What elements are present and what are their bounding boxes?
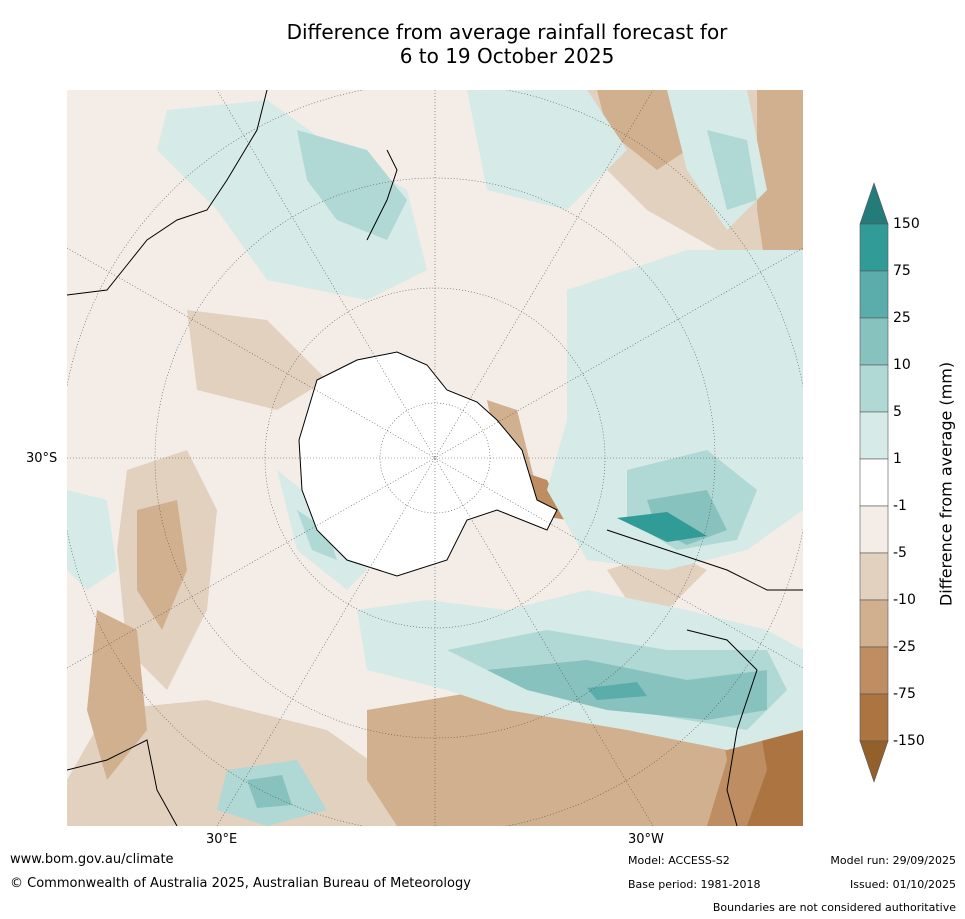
colorbar-segment [859, 552, 889, 601]
colorbar-tick: 10 [893, 357, 911, 373]
colorbar-tick: 5 [893, 404, 902, 420]
colorbar [859, 182, 889, 783]
model-text: Model: ACCESS-S2 [628, 854, 730, 867]
issued-text: Issued: 01/10/2025 [849, 878, 956, 891]
longitude-label-east: 30°E [206, 832, 238, 847]
colorbar-bottom-extension [859, 740, 889, 783]
colorbar-segment [859, 693, 889, 742]
graticule [67, 90, 803, 826]
title-line-1: Difference from average rainfall forecas… [286, 20, 728, 44]
colorbar-tick: -5 [893, 545, 907, 561]
rainfall-map [67, 90, 803, 826]
wet-region [67, 490, 117, 590]
colorbar-segment [859, 270, 889, 319]
dry-region [597, 90, 687, 170]
colorbar-tick: -10 [893, 592, 916, 608]
new-zealand-coastline [366, 149, 398, 241]
colorbar-segment [859, 505, 889, 554]
colorbar-segment [859, 646, 889, 695]
longitude-label-west: 30°W [628, 832, 664, 847]
antarctica-neutral [299, 352, 557, 576]
colorbar-segment [859, 458, 889, 507]
title-line-2: 6 to 19 October 2025 [399, 44, 615, 68]
wet-anomaly-regions [67, 90, 803, 826]
colorbar-segment [859, 223, 889, 272]
coastlines [67, 90, 803, 826]
colorbar-tick: -25 [893, 639, 916, 655]
copyright-text: © Commonwealth of Australia 2025, Austra… [10, 876, 471, 891]
disclaimer-text: Boundaries are not considered authoritat… [712, 901, 956, 914]
dry-region [137, 500, 187, 630]
antarctica-coastline [298, 351, 558, 577]
latitude-label: 30°S [26, 451, 58, 466]
colorbar-tick: 1 [893, 451, 902, 467]
africa-coastline [67, 739, 178, 826]
colorbar-label: Difference from average (mm) [936, 361, 956, 607]
wet-region [297, 510, 337, 560]
wet-region [157, 100, 427, 300]
colorbar-segment [859, 364, 889, 413]
colorbar-segments [859, 182, 889, 783]
wet-region [467, 90, 627, 210]
south-america-coastline [686, 629, 758, 826]
base-period-text: Base period: 1981-2018 [628, 878, 761, 891]
wet-region [297, 130, 407, 240]
colorbar-segment [859, 411, 889, 460]
australia-coastline [67, 90, 268, 296]
colorbar-tick: -75 [893, 686, 916, 702]
wet-region [587, 682, 647, 700]
model-run-text: Model run: 29/09/2025 [830, 854, 956, 867]
website-link[interactable]: www.bom.gov.au/climate [10, 852, 174, 867]
wet-region [617, 512, 707, 542]
dry-region [187, 310, 327, 410]
colorbar-tick: 25 [893, 310, 911, 326]
dry-region [67, 700, 427, 826]
colorbar-segment [859, 599, 889, 648]
south-america-coastline [606, 529, 803, 591]
map-title: Difference from average rainfall forecas… [0, 20, 965, 68]
colorbar-tick: 150 [893, 216, 920, 232]
colorbar-tick: -150 [893, 733, 925, 749]
colorbar-segment [859, 317, 889, 366]
colorbar-top-extension [859, 182, 889, 225]
colorbar-tick: -1 [893, 498, 907, 514]
dry-region [87, 610, 147, 780]
colorbar-tick: 75 [893, 263, 911, 279]
wet-region [707, 130, 757, 210]
